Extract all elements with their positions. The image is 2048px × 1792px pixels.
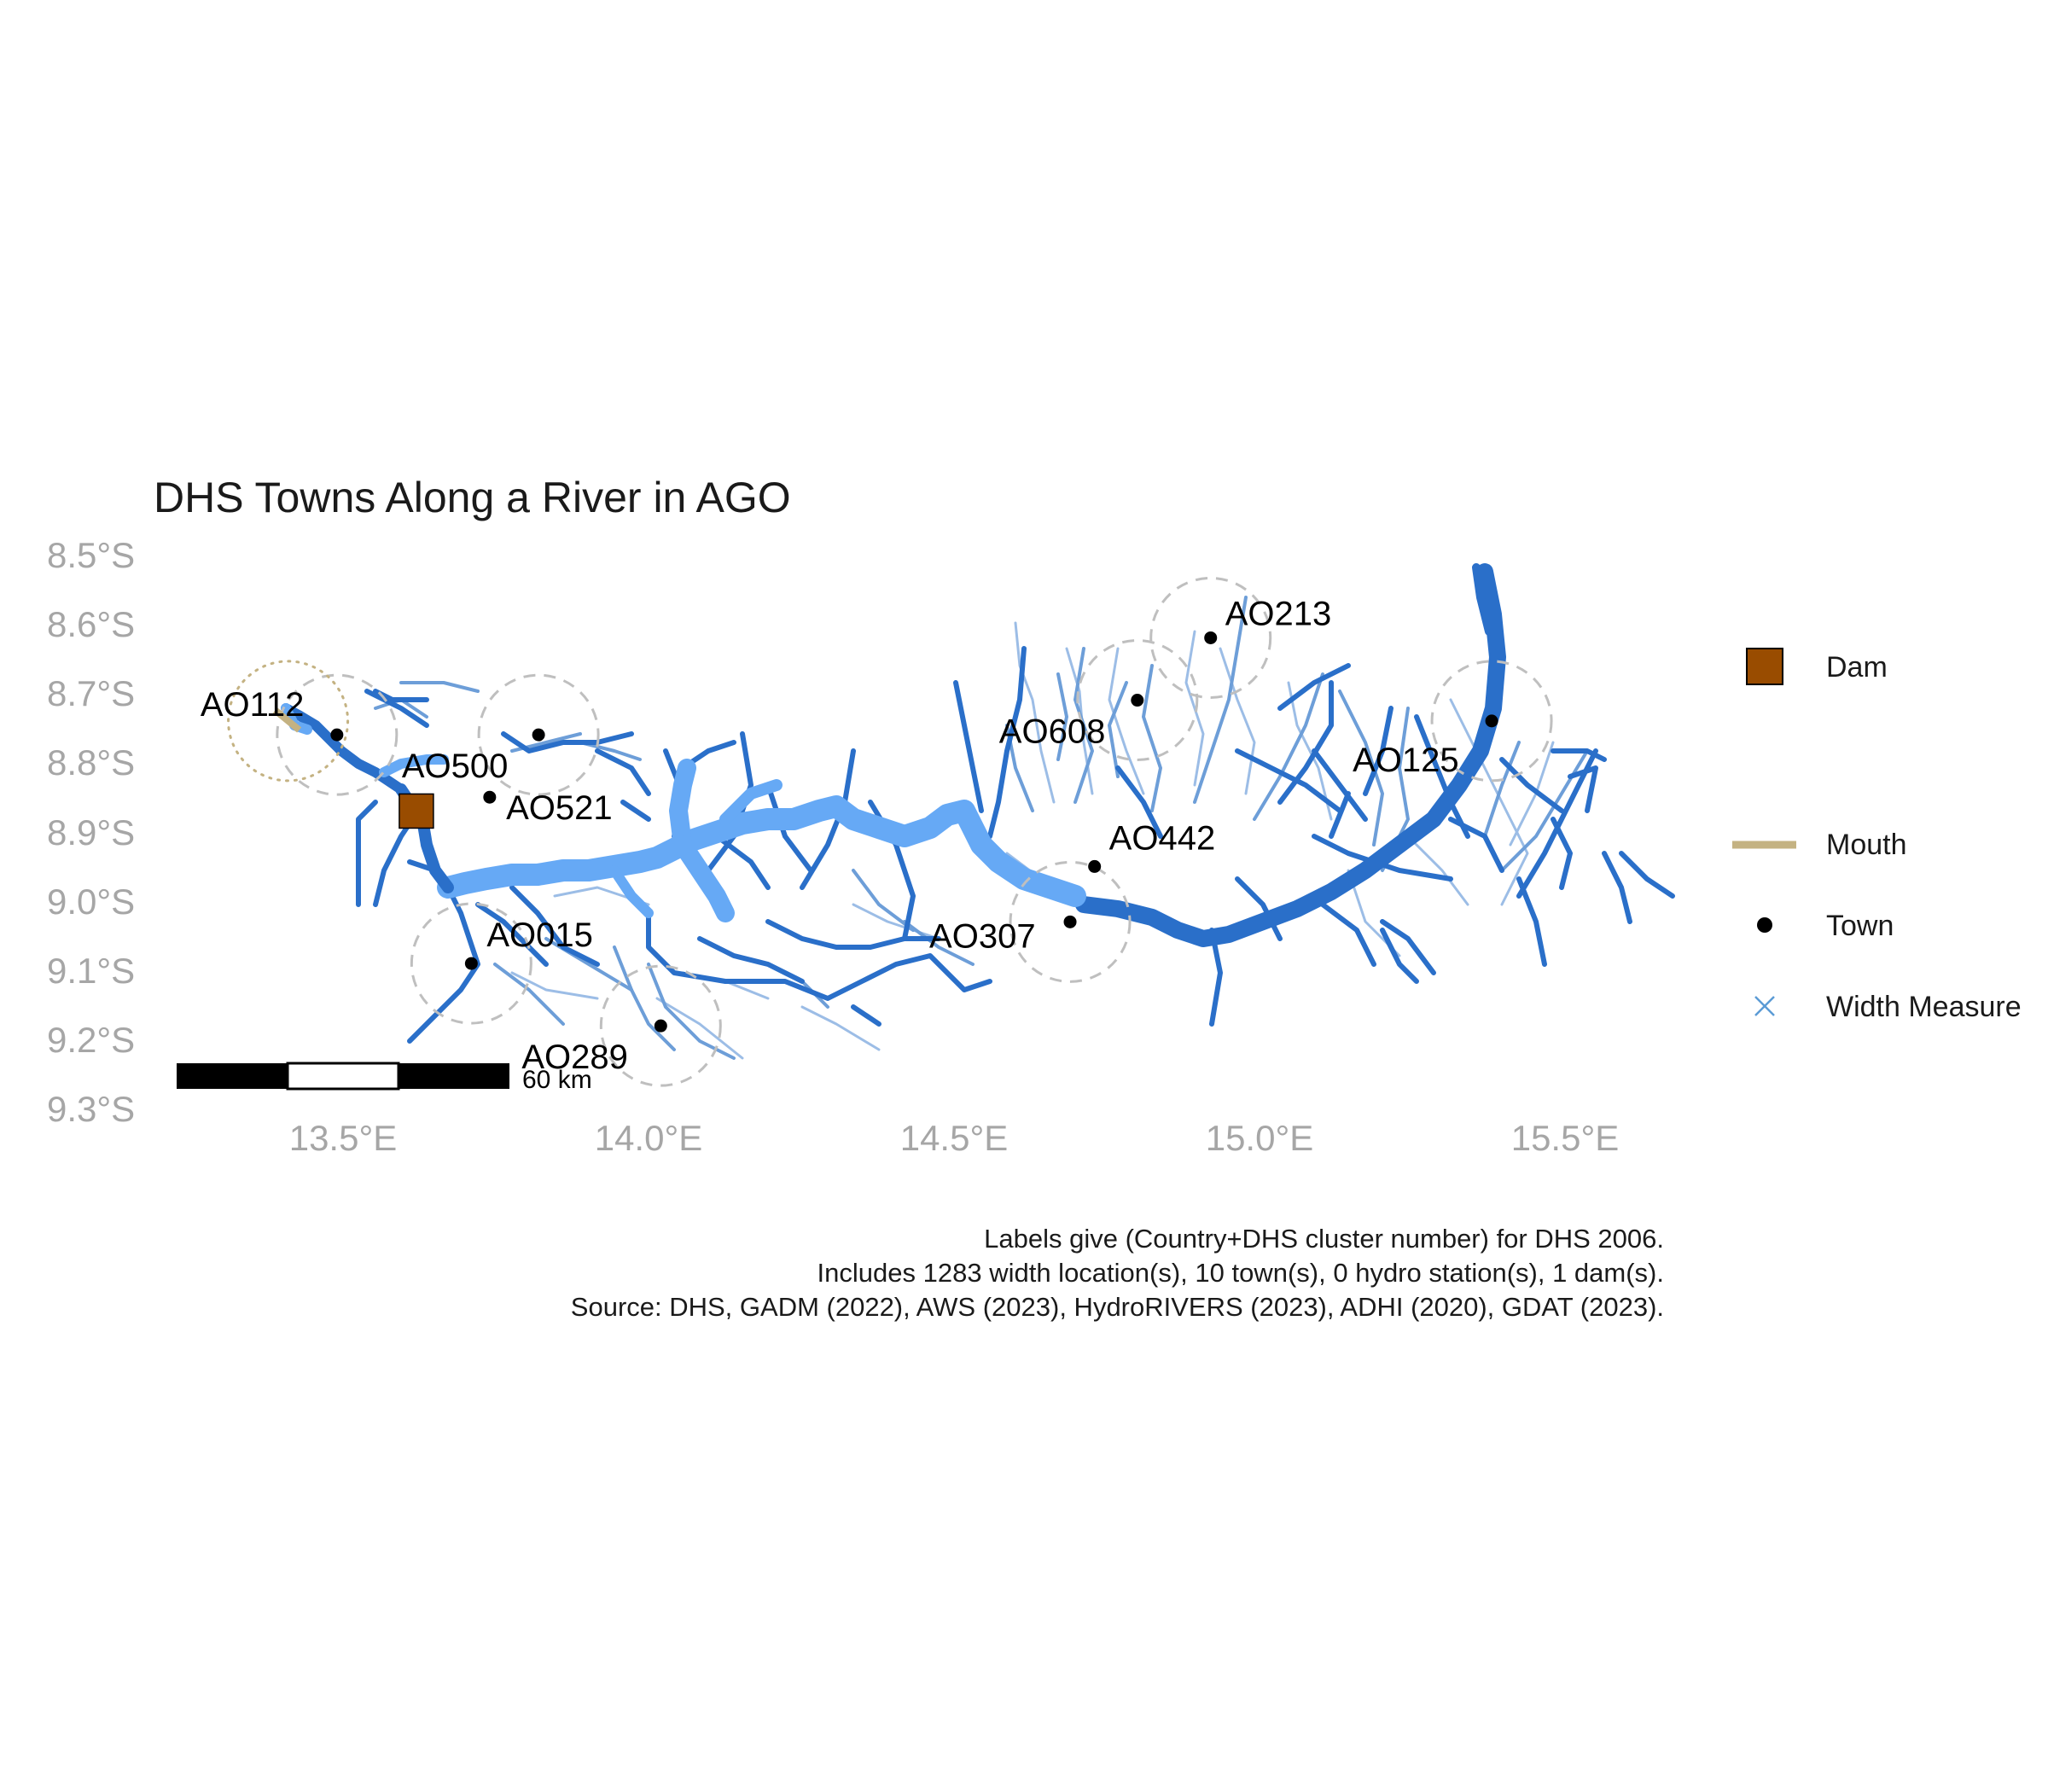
main-river-upper xyxy=(1472,563,1493,636)
main-river-to-mouth xyxy=(281,703,406,794)
mouth-line xyxy=(272,707,302,733)
dam-marker xyxy=(399,793,434,829)
town-label: AO442 xyxy=(1109,819,1216,857)
caption-line-3: Source: DHS, GADM (2022), AWS (2023), Hy… xyxy=(571,1292,1664,1322)
x-tick-label: 13.5°E xyxy=(289,1118,398,1158)
y-tick-label: 8.7°S xyxy=(47,673,135,713)
map-title: DHS Towns Along a River in AGO xyxy=(154,474,791,521)
town-label: AO500 xyxy=(402,748,509,785)
town-dot xyxy=(330,728,344,742)
caption-line-1: Labels give (Country+DHS cluster number)… xyxy=(984,1224,1664,1254)
reservoir-branch-east xyxy=(719,779,783,825)
legend-town-symbol xyxy=(1757,917,1772,933)
town-buffer-circle xyxy=(410,902,532,1025)
main-tributaries xyxy=(356,646,1675,1044)
x-tick-label: 15.5°E xyxy=(1511,1118,1620,1158)
town-label: AO307 xyxy=(929,917,1036,955)
town-dot xyxy=(1088,859,1102,873)
mouth-marker xyxy=(272,707,302,733)
scale-label: 60 km xyxy=(522,1066,592,1094)
y-tick-label: 8.5°S xyxy=(47,535,135,575)
town-dot xyxy=(464,957,478,970)
reservoir-branch-north xyxy=(669,759,696,854)
north-lake xyxy=(379,754,449,777)
legend-town-label: Town xyxy=(1826,910,1894,942)
legend-cross-icon xyxy=(1754,996,1775,1016)
x-axis: 13.5°E 14.0°E 14.5°E 15.0°E 15.5°E xyxy=(289,1118,1620,1158)
town-dot xyxy=(1485,714,1498,728)
town-label: AO112 xyxy=(201,686,305,724)
legend-dam-symbol xyxy=(1746,648,1783,685)
y-tick-label: 8.8°S xyxy=(47,742,135,783)
town-label: AO608 xyxy=(999,713,1106,751)
town-dot xyxy=(483,790,497,804)
y-axis: 8.5°S 8.6°S 8.7°S 8.8°S 8.9°S 9.0°S 9.1°… xyxy=(47,535,135,1129)
x-tick-label: 15.0°E xyxy=(1206,1118,1314,1158)
main-river-east xyxy=(1075,563,1506,947)
town-label: AO521 xyxy=(506,789,613,827)
mouth-buffer-circle xyxy=(227,660,350,783)
river-network xyxy=(281,563,1675,1060)
towns: AO112 AO500 AO521 AO015 AO289 AO608 AO213 AO442… xyxy=(201,595,1498,1076)
x-tick-label: 14.0°E xyxy=(595,1118,703,1158)
town-dot xyxy=(1131,694,1144,707)
legend-dam-label: Dam xyxy=(1826,651,1888,684)
town-buffer-circle xyxy=(1076,639,1199,762)
scale-segment xyxy=(399,1063,509,1089)
town-label: AO289 xyxy=(521,1039,628,1076)
tributaries xyxy=(374,596,1589,1060)
y-tick-label: 9.2°S xyxy=(47,1020,135,1060)
town-buffer-circle xyxy=(1009,860,1132,983)
town-buffer-circle xyxy=(1149,576,1272,699)
scale-segment xyxy=(286,1062,400,1091)
scale-bar: 60 km xyxy=(177,1062,592,1094)
caption: Labels give (Country+DHS cluster number)… xyxy=(571,1224,1664,1322)
legend: Dam Mouth Town Width Measure xyxy=(1732,648,2022,1023)
y-tick-label: 8.9°S xyxy=(47,812,135,852)
y-tick-label: 9.3°S xyxy=(47,1089,135,1129)
town-buffer-circle xyxy=(276,673,399,796)
y-tick-label: 9.1°S xyxy=(47,951,135,991)
town-label: AO125 xyxy=(1353,742,1459,779)
legend-mouth-label: Mouth xyxy=(1826,829,1907,861)
town-dot xyxy=(654,1019,667,1033)
town-dot xyxy=(532,728,545,742)
legend-width-label: Width Measure xyxy=(1826,991,2022,1023)
main-river-wide xyxy=(437,795,1086,907)
scale-segment xyxy=(177,1063,288,1089)
town-label: AO213 xyxy=(1225,595,1332,632)
y-tick-label: 9.0°S xyxy=(47,881,135,922)
x-tick-label: 14.5°E xyxy=(900,1118,1009,1158)
reservoir-branch-south xyxy=(673,835,735,922)
town-buffer-circle xyxy=(599,964,722,1087)
caption-line-2: Includes 1283 width location(s), 10 town… xyxy=(817,1258,1664,1288)
y-tick-label: 8.6°S xyxy=(47,604,135,644)
reservoir-branch-sw xyxy=(609,865,654,918)
town-dot xyxy=(1204,631,1218,644)
town-label: AO015 xyxy=(486,916,593,954)
town-buffers xyxy=(227,576,1553,1087)
town-buffer-circle xyxy=(477,673,600,796)
town-dot xyxy=(1063,915,1077,928)
town-buffer-circle xyxy=(1430,660,1553,783)
